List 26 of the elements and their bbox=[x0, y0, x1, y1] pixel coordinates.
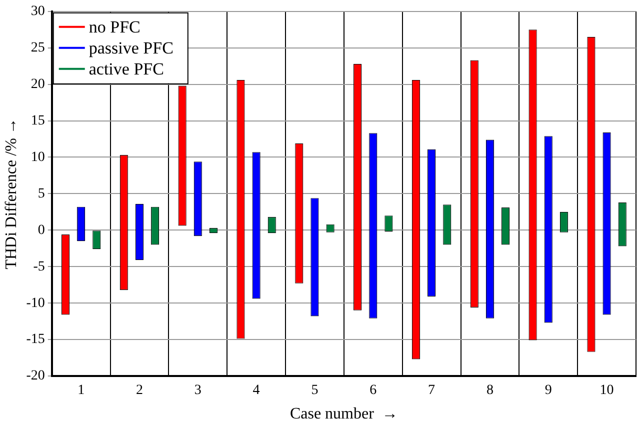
y-tick-label: 15 bbox=[30, 113, 45, 128]
y-tick-label: 10 bbox=[30, 150, 45, 165]
y-tick-label: -15 bbox=[26, 332, 45, 348]
y-tick-label: 30 bbox=[30, 4, 45, 20]
y-tick-label: 0 bbox=[38, 222, 45, 238]
y-tick-label: 5 bbox=[38, 186, 45, 202]
x-tick-label: 8 bbox=[486, 383, 494, 398]
x-tick-label: 9 bbox=[544, 383, 552, 398]
x-tick-label: 7 bbox=[428, 383, 436, 398]
y-tick-label: 20 bbox=[30, 76, 45, 92]
x-axis-title: Case number → bbox=[290, 406, 398, 423]
x-tick-label: 10 bbox=[600, 383, 614, 398]
legend-label: passive PFC bbox=[88, 38, 174, 58]
legend-label: no PFC bbox=[88, 17, 140, 36]
x-tick-label: 6 bbox=[370, 383, 377, 398]
y-tick-label: 25 bbox=[30, 40, 45, 56]
x-tick-label: 3 bbox=[194, 383, 202, 398]
legend-label: active PFC bbox=[88, 59, 164, 78]
y-tick-label: -20 bbox=[26, 368, 45, 384]
x-tick-label: 1 bbox=[78, 383, 85, 398]
y-tick-label: -5 bbox=[33, 259, 45, 274]
x-tick-label: 4 bbox=[252, 383, 260, 398]
x-tick-label: 5 bbox=[311, 383, 318, 398]
y-axis-title: THDi Difference /% → bbox=[2, 118, 20, 270]
x-tick-label: 2 bbox=[136, 383, 143, 398]
y-tick-label: -10 bbox=[26, 296, 45, 311]
